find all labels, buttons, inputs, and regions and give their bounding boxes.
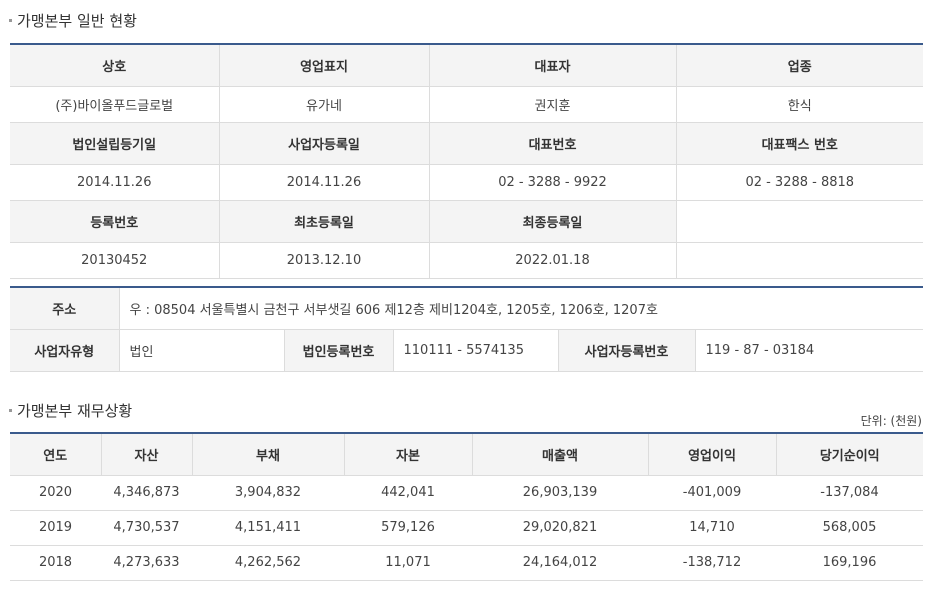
- header-empty: [675, 200, 923, 243]
- cell-operating-income: 14,710: [648, 510, 776, 546]
- general-info-table: 상호 영업표지 대표자 업종 (주)바이올푸드글로벌 유가네 권지훈 한식 법인…: [10, 43, 923, 279]
- value-main-fax: 02 - 3288 - 8818: [675, 164, 923, 201]
- value-industry: 한식: [675, 86, 923, 123]
- finance-title-text: 가맹본부 재무상황: [17, 402, 133, 420]
- cell-liabilities: 3,904,832: [192, 475, 344, 511]
- header-main-fax: 대표팩스 번호: [675, 122, 923, 165]
- cell-assets: 4,730,537: [101, 510, 192, 546]
- cell-liabilities: 4,151,411: [192, 510, 344, 546]
- cell-equity: 11,071: [344, 545, 472, 581]
- cell-equity: 579,126: [344, 510, 472, 546]
- cell-net-income: 568,005: [776, 510, 923, 546]
- cell-revenue: 24,164,012: [472, 545, 648, 581]
- header-net-income: 당기순이익: [775, 433, 923, 476]
- cell-equity: 442,041: [344, 475, 472, 511]
- finance-table: 연도 자산 부채 자본 매출액 영업이익 당기순이익 2020 4,346,87…: [10, 432, 923, 581]
- general-section-title: 가맹본부 일반 현황: [9, 10, 137, 31]
- table-row: 2019 4,730,537 4,151,411 579,126 29,020,…: [10, 510, 923, 546]
- bullet-icon: [9, 409, 12, 412]
- header-assets: 자산: [100, 433, 192, 476]
- header-company-name: 상호: [10, 44, 219, 87]
- finance-section-title: 가맹본부 재무상황: [9, 400, 132, 421]
- header-incorporation-date: 법인설립등기일: [10, 122, 219, 165]
- header-liabilities: 부채: [191, 433, 344, 476]
- header-address: 주소: [10, 287, 119, 330]
- cell-revenue: 29,020,821: [472, 510, 648, 546]
- value-ceo: 권지훈: [428, 86, 676, 123]
- value-registration-number: 20130452: [10, 242, 219, 279]
- header-operating-income: 영업이익: [647, 433, 776, 476]
- value-address: 우 : 08504 서울특별시 금천구 서부샛길 606 제12층 제비1204…: [118, 287, 924, 330]
- value-business-registration-number: 119 - 87 - 03184: [694, 329, 924, 372]
- header-first-registration-date: 최초등록일: [218, 200, 429, 243]
- table-row: 2018 4,273,633 4,262,562 11,071 24,164,0…: [10, 545, 923, 581]
- value-first-registration-date: 2013.12.10: [218, 242, 429, 279]
- value-last-registration-date: 2022.01.18: [428, 242, 676, 279]
- value-empty: [675, 242, 923, 279]
- header-last-registration-date: 최종등록일: [428, 200, 676, 243]
- header-ceo: 대표자: [428, 44, 676, 87]
- value-corporate-registration-number: 110111 - 5574135: [392, 329, 558, 372]
- header-year: 연도: [10, 433, 101, 476]
- value-business-type: 법인: [118, 329, 284, 372]
- header-business-registration-date: 사업자등록일: [218, 122, 429, 165]
- value-business-registration-date: 2014.11.26: [218, 164, 429, 201]
- cell-assets: 4,273,633: [101, 545, 192, 581]
- header-business-type: 사업자유형: [10, 329, 119, 372]
- header-corporate-registration-number: 법인등록번호: [283, 329, 393, 372]
- unit-label: 단위: (천원): [860, 414, 922, 428]
- value-main-phone: 02 - 3288 - 9922: [428, 164, 676, 201]
- general-title-text: 가맹본부 일반 현황: [17, 12, 137, 30]
- value-company-name: (주)바이올푸드글로벌: [10, 86, 219, 123]
- header-main-phone: 대표번호: [428, 122, 676, 165]
- table-row: 2020 4,346,873 3,904,832 442,041 26,903,…: [10, 475, 923, 511]
- header-registration-number: 등록번호: [10, 200, 219, 243]
- cell-operating-income: -401,009: [648, 475, 776, 511]
- cell-net-income: -137,084: [776, 475, 923, 511]
- value-incorporation-date: 2014.11.26: [10, 164, 219, 201]
- cell-operating-income: -138,712: [648, 545, 776, 581]
- cell-year: 2018: [10, 545, 101, 581]
- cell-year: 2019: [10, 510, 101, 546]
- header-business-registration-number: 사업자등록번호: [557, 329, 695, 372]
- header-brand: 영업표지: [218, 44, 429, 87]
- header-revenue: 매출액: [471, 433, 648, 476]
- cell-assets: 4,346,873: [101, 475, 192, 511]
- address-table: 주소 우 : 08504 서울특별시 금천구 서부샛길 606 제12층 제비1…: [10, 286, 924, 372]
- header-equity: 자본: [343, 433, 472, 476]
- bullet-icon: [9, 19, 12, 22]
- cell-liabilities: 4,262,562: [192, 545, 344, 581]
- value-brand: 유가네: [218, 86, 429, 123]
- header-industry: 업종: [675, 44, 923, 87]
- cell-year: 2020: [10, 475, 101, 511]
- cell-revenue: 26,903,139: [472, 475, 648, 511]
- cell-net-income: 169,196: [776, 545, 923, 581]
